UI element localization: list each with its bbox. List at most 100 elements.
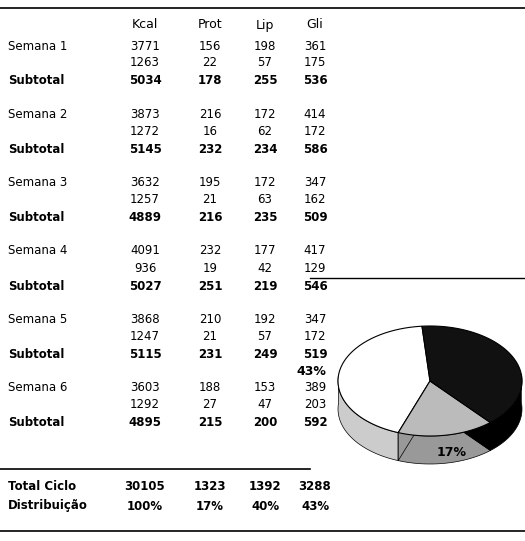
- Text: 235: 235: [253, 211, 277, 224]
- Text: Lip: Lip: [256, 18, 274, 31]
- Text: Subtotal: Subtotal: [8, 75, 65, 88]
- Text: 347: 347: [304, 176, 326, 189]
- Text: 57: 57: [258, 56, 272, 69]
- Polygon shape: [398, 381, 490, 436]
- Text: 47: 47: [257, 398, 272, 411]
- Text: 30105: 30105: [124, 479, 165, 492]
- Text: Semana 1: Semana 1: [8, 39, 67, 52]
- Text: 3873: 3873: [130, 108, 160, 121]
- Text: 62: 62: [257, 125, 272, 138]
- Text: 417: 417: [304, 245, 326, 258]
- Text: 232: 232: [198, 143, 222, 156]
- Text: 1392: 1392: [249, 479, 281, 492]
- Text: 251: 251: [198, 280, 222, 293]
- Text: 234: 234: [253, 143, 277, 156]
- Text: 1323: 1323: [194, 479, 226, 492]
- Text: Subtotal: Subtotal: [8, 348, 65, 361]
- Text: 216: 216: [198, 211, 222, 224]
- Text: 215: 215: [198, 416, 222, 429]
- Text: 21: 21: [203, 330, 217, 343]
- Polygon shape: [338, 326, 430, 433]
- Text: 1257: 1257: [130, 193, 160, 206]
- Text: 19: 19: [203, 261, 217, 274]
- Text: 389: 389: [304, 381, 326, 394]
- Text: 188: 188: [199, 381, 221, 394]
- Text: 414: 414: [304, 108, 326, 121]
- Text: 203: 203: [304, 398, 326, 411]
- Text: Subtotal: Subtotal: [8, 211, 65, 224]
- Text: Prot: Prot: [198, 18, 222, 31]
- Text: 27: 27: [203, 398, 217, 411]
- Text: 1247: 1247: [130, 330, 160, 343]
- Text: 586: 586: [302, 143, 328, 156]
- Text: Subtotal: Subtotal: [8, 416, 65, 429]
- Text: 1263: 1263: [130, 56, 160, 69]
- Text: 172: 172: [254, 176, 276, 189]
- Text: 232: 232: [199, 245, 221, 258]
- Text: 3603: 3603: [130, 381, 160, 394]
- Text: 361: 361: [304, 39, 326, 52]
- Text: 16: 16: [203, 125, 217, 138]
- Text: Semana 3: Semana 3: [8, 176, 67, 189]
- Text: 22: 22: [203, 56, 217, 69]
- Polygon shape: [490, 374, 522, 451]
- Text: 509: 509: [303, 211, 327, 224]
- Text: 5027: 5027: [129, 280, 161, 293]
- Text: 172: 172: [254, 108, 276, 121]
- Polygon shape: [430, 381, 490, 451]
- Text: Kcal: Kcal: [132, 18, 158, 31]
- Text: 162: 162: [304, 193, 326, 206]
- Text: 172: 172: [304, 330, 326, 343]
- Text: 936: 936: [134, 261, 156, 274]
- Text: Subtotal: Subtotal: [8, 280, 65, 293]
- Polygon shape: [398, 381, 430, 460]
- Polygon shape: [398, 423, 490, 464]
- Text: 192: 192: [254, 313, 276, 326]
- Text: 198: 198: [254, 39, 276, 52]
- Text: 153: 153: [254, 381, 276, 394]
- Text: 3632: 3632: [130, 176, 160, 189]
- Text: 3868: 3868: [130, 313, 160, 326]
- Text: 347: 347: [304, 313, 326, 326]
- Text: 172: 172: [304, 125, 326, 138]
- Polygon shape: [338, 375, 398, 460]
- Text: 519: 519: [303, 348, 327, 361]
- Text: 546: 546: [302, 280, 328, 293]
- Text: 536: 536: [303, 75, 327, 88]
- Text: 216: 216: [199, 108, 221, 121]
- Text: 42: 42: [257, 261, 272, 274]
- Text: 40%: 40%: [251, 499, 279, 512]
- Text: 175: 175: [304, 56, 326, 69]
- Text: 592: 592: [303, 416, 327, 429]
- Text: 200: 200: [253, 416, 277, 429]
- Text: 195: 195: [199, 176, 221, 189]
- Polygon shape: [422, 326, 522, 423]
- Text: 4895: 4895: [129, 416, 162, 429]
- Text: 219: 219: [253, 280, 277, 293]
- Text: 3288: 3288: [299, 479, 331, 492]
- Text: 3771: 3771: [130, 39, 160, 52]
- Text: 21: 21: [203, 193, 217, 206]
- Text: 177: 177: [254, 245, 276, 258]
- Polygon shape: [430, 381, 490, 451]
- Text: 5115: 5115: [129, 348, 161, 361]
- Text: Semana 4: Semana 4: [8, 245, 67, 258]
- Text: 43%: 43%: [296, 365, 326, 378]
- Text: 4889: 4889: [129, 211, 162, 224]
- Text: Semana 5: Semana 5: [8, 313, 67, 326]
- Text: 4091: 4091: [130, 245, 160, 258]
- Text: 129: 129: [304, 261, 326, 274]
- Text: 156: 156: [199, 39, 221, 52]
- Text: 17%: 17%: [437, 446, 467, 459]
- Text: 5034: 5034: [129, 75, 161, 88]
- Text: 178: 178: [198, 75, 222, 88]
- Text: 43%: 43%: [301, 499, 329, 512]
- Text: 1272: 1272: [130, 125, 160, 138]
- Text: 100%: 100%: [127, 499, 163, 512]
- Polygon shape: [398, 381, 430, 460]
- Text: 1292: 1292: [130, 398, 160, 411]
- Text: 17%: 17%: [196, 499, 224, 512]
- Text: 5145: 5145: [129, 143, 162, 156]
- Text: 57: 57: [258, 330, 272, 343]
- Text: Semana 6: Semana 6: [8, 381, 67, 394]
